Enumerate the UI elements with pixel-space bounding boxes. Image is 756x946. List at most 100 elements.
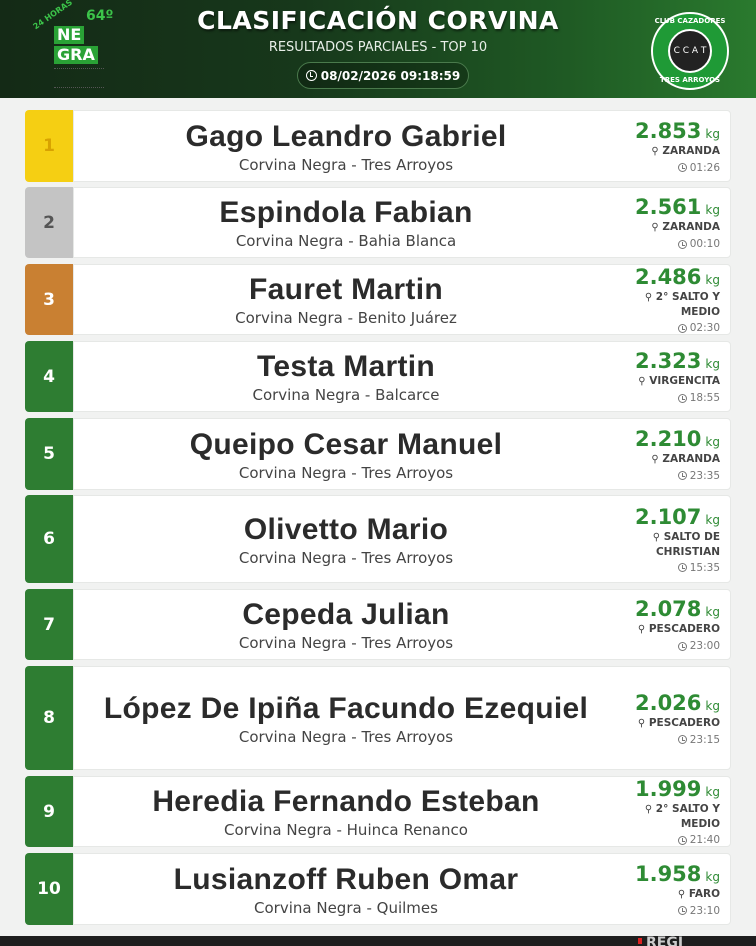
location-text: FARO	[688, 887, 720, 900]
clock-icon	[677, 471, 687, 480]
weight-value: 2.107	[634, 504, 702, 529]
negra-logo: 24 HORAS 64º NE GRA	[28, 0, 118, 92]
weight-unit: kg	[705, 869, 720, 884]
species-city: Corvina Negra - Tres Arroyos	[238, 548, 454, 567]
clock-icon	[677, 906, 687, 915]
catch-info: 2.853 kg ⚲ ZARANDA 01:26	[598, 111, 730, 181]
map-pin-icon: ⚲	[637, 717, 646, 729]
clock-icon	[677, 393, 687, 403]
clock-icon	[677, 735, 687, 744]
weight: 2.561 kg	[635, 195, 720, 219]
rank-badge: 1	[25, 110, 73, 182]
angler-info: Espindola Fabian Corvina Negra - Bahia B…	[74, 188, 598, 257]
weight: 2.323 kg	[635, 349, 720, 373]
angler-name: Fauret Martin	[249, 273, 443, 306]
angler-info: Gago Leandro Gabriel Corvina Negra - Tre…	[74, 111, 598, 181]
catch-time: 18:55	[677, 392, 720, 404]
rank-badge: 2	[25, 187, 73, 258]
map-pin-icon: ⚲	[677, 888, 686, 900]
catch-info: 1.999 kg ⚲ 2° SALTO Y MEDIO 21:40	[598, 777, 730, 846]
page-title: CLASIFICACIÓN CORVINA	[197, 6, 559, 35]
weight: 2.026 kg	[635, 691, 720, 715]
logo-fineprint	[54, 68, 104, 88]
catch-info: 2.107 kg ⚲ SALTO DE CHRISTIAN 15:35	[598, 496, 730, 582]
result-card: Testa Martin Corvina Negra - Balcarce 2.…	[73, 341, 731, 412]
rank-badge: 7	[25, 589, 73, 660]
location: ⚲ 2° SALTO Y MEDIO	[610, 290, 720, 319]
species-city: Corvina Negra - Bahia Blanca	[235, 232, 457, 250]
angler-name: Gago Leandro Gabriel	[185, 119, 507, 153]
location-text: VIRGENCITA	[649, 375, 720, 387]
clock-icon	[677, 323, 687, 333]
rank-badge: 8	[25, 666, 73, 770]
club-logo-top: CLUB CAZADORES	[654, 17, 726, 25]
datetime-badge: 08/02/2026 09:18:59	[297, 62, 469, 89]
result-card: Heredia Fernando Esteban Corvina Negra -…	[73, 776, 731, 847]
catch-info: 2.561 kg ⚲ ZARANDA 00:10	[598, 188, 730, 257]
map-pin-icon: ⚲	[651, 145, 659, 157]
location-text: PESCADERO	[648, 623, 720, 635]
weight: 1.999 kg	[635, 777, 720, 801]
weight-value: 2.853	[634, 118, 702, 143]
location: ⚲ FARO	[678, 887, 720, 902]
clock-icon	[677, 835, 687, 845]
header: 24 HORAS 64º NE GRA CLASIFICACIÓN CORVIN…	[0, 0, 756, 98]
species-city: Corvina Negra - Tres Arroyos	[238, 155, 454, 174]
rank-badge: 6	[25, 495, 73, 583]
ranking-row: 3 Fauret Martin Corvina Negra - Benito J…	[25, 264, 731, 335]
location: ⚲ ZARANDA	[651, 220, 720, 235]
species-city: Corvina Negra - Benito Juárez	[235, 309, 457, 327]
footer-text: REGI	[646, 936, 684, 946]
club-logo-center: C C A T	[668, 29, 712, 73]
location-text: 2° SALTO Y MEDIO	[655, 803, 720, 830]
angler-name: Espindola Fabian	[219, 196, 473, 229]
weight-unit: kg	[705, 126, 720, 141]
time-text: 21:40	[689, 834, 720, 846]
clock-icon	[677, 563, 687, 572]
result-card: Lusianzoff Ruben Omar Corvina Negra - Qu…	[73, 853, 731, 925]
catch-time: 01:26	[677, 162, 720, 174]
rank-badge: 10	[25, 853, 73, 925]
footer-logo-mark	[638, 938, 642, 944]
angler-info: Olivetto Mario Corvina Negra - Tres Arro…	[74, 496, 598, 582]
catch-time: 23:10	[677, 905, 720, 917]
location: ⚲ 2° SALTO Y MEDIO	[610, 802, 720, 831]
catch-time: 15:35	[677, 562, 720, 574]
time-text: 23:35	[689, 469, 720, 482]
angler-info: López De Ipiña Facundo Ezequiel Corvina …	[74, 667, 598, 769]
result-card: Gago Leandro Gabriel Corvina Negra - Tre…	[73, 110, 731, 182]
angler-name: Queipo Cesar Manuel	[189, 427, 503, 461]
location-text: PESCADERO	[648, 716, 720, 729]
angler-name: Heredia Fernando Esteban	[152, 785, 540, 818]
rank-badge: 4	[25, 341, 73, 412]
result-card: Queipo Cesar Manuel Corvina Negra - Tres…	[73, 418, 731, 490]
clock-icon	[677, 641, 687, 651]
weight-value: 1.999	[634, 777, 702, 801]
map-pin-icon: ⚲	[638, 376, 646, 387]
weight: 2.210 kg	[635, 427, 720, 451]
catch-info: 2.026 kg ⚲ PESCADERO 23:15	[598, 667, 730, 769]
angler-info: Heredia Fernando Esteban Corvina Negra -…	[74, 777, 598, 846]
location: ⚲ PESCADERO	[638, 716, 720, 731]
result-card: Espindola Fabian Corvina Negra - Bahia B…	[73, 187, 731, 258]
angler-name: Lusianzoff Ruben Omar	[173, 862, 519, 896]
weight-unit: kg	[705, 698, 720, 713]
catch-info: 2.210 kg ⚲ ZARANDA 23:35	[598, 419, 730, 489]
footer-bar: REGI	[0, 936, 756, 946]
weight: 2.078 kg	[635, 597, 720, 621]
weight-value: 2.210	[634, 426, 702, 451]
weight-value: 2.026	[634, 690, 702, 715]
location: ⚲ ZARANDA	[651, 452, 720, 467]
logo-line1: NE	[54, 26, 85, 44]
weight-unit: kg	[705, 357, 720, 371]
rank-badge: 9	[25, 776, 73, 847]
ranking-row: 6 Olivetto Mario Corvina Negra - Tres Ar…	[25, 495, 731, 583]
map-pin-icon: ⚲	[651, 453, 659, 465]
catch-time: 23:00	[677, 640, 720, 652]
map-pin-icon: ⚲	[644, 804, 653, 815]
location: ⚲ SALTO DE CHRISTIAN	[610, 530, 720, 559]
weight-value: 2.323	[634, 349, 702, 373]
catch-info: 2.486 kg ⚲ 2° SALTO Y MEDIO 02:30	[598, 265, 730, 334]
ranking-row: 4 Testa Martin Corvina Negra - Balcarce …	[25, 341, 731, 412]
species-city: Corvina Negra - Huinca Renanco	[224, 821, 468, 839]
